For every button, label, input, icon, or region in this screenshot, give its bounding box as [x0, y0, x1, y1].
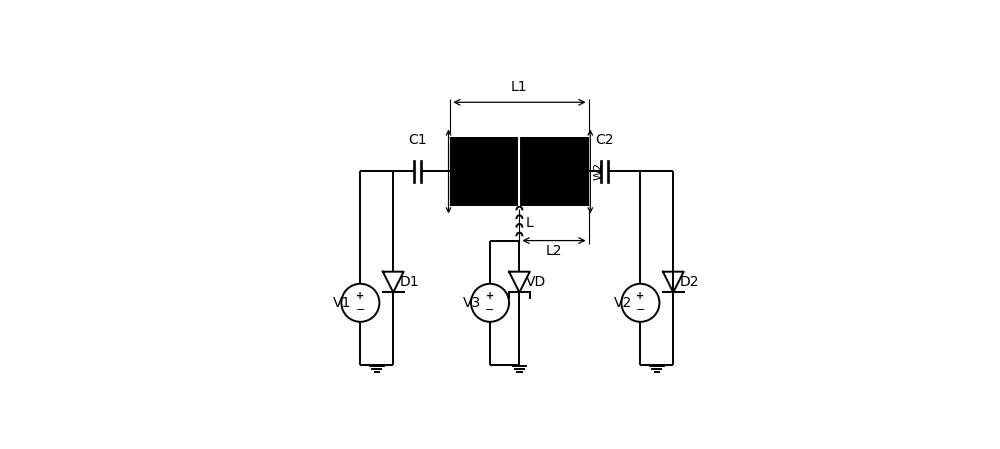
- Text: +: +: [486, 291, 494, 300]
- Text: +: +: [636, 291, 644, 300]
- Text: −: −: [356, 305, 365, 315]
- Text: −: −: [485, 305, 495, 315]
- Text: V3: V3: [463, 296, 481, 310]
- Text: L1: L1: [511, 79, 528, 94]
- Bar: [450, 137, 589, 206]
- Text: −: −: [636, 305, 645, 315]
- Text: W2: W2: [594, 163, 604, 180]
- Text: V2: V2: [614, 296, 632, 310]
- Text: C2: C2: [595, 133, 613, 147]
- Text: C1: C1: [408, 133, 427, 147]
- Text: VD: VD: [526, 275, 546, 289]
- Text: +: +: [356, 291, 364, 300]
- Text: D1: D1: [399, 275, 419, 289]
- Text: V1: V1: [333, 296, 352, 310]
- Text: D2: D2: [679, 275, 699, 289]
- Text: L: L: [526, 216, 533, 230]
- Text: W1: W1: [454, 163, 464, 180]
- Text: L2: L2: [546, 244, 562, 258]
